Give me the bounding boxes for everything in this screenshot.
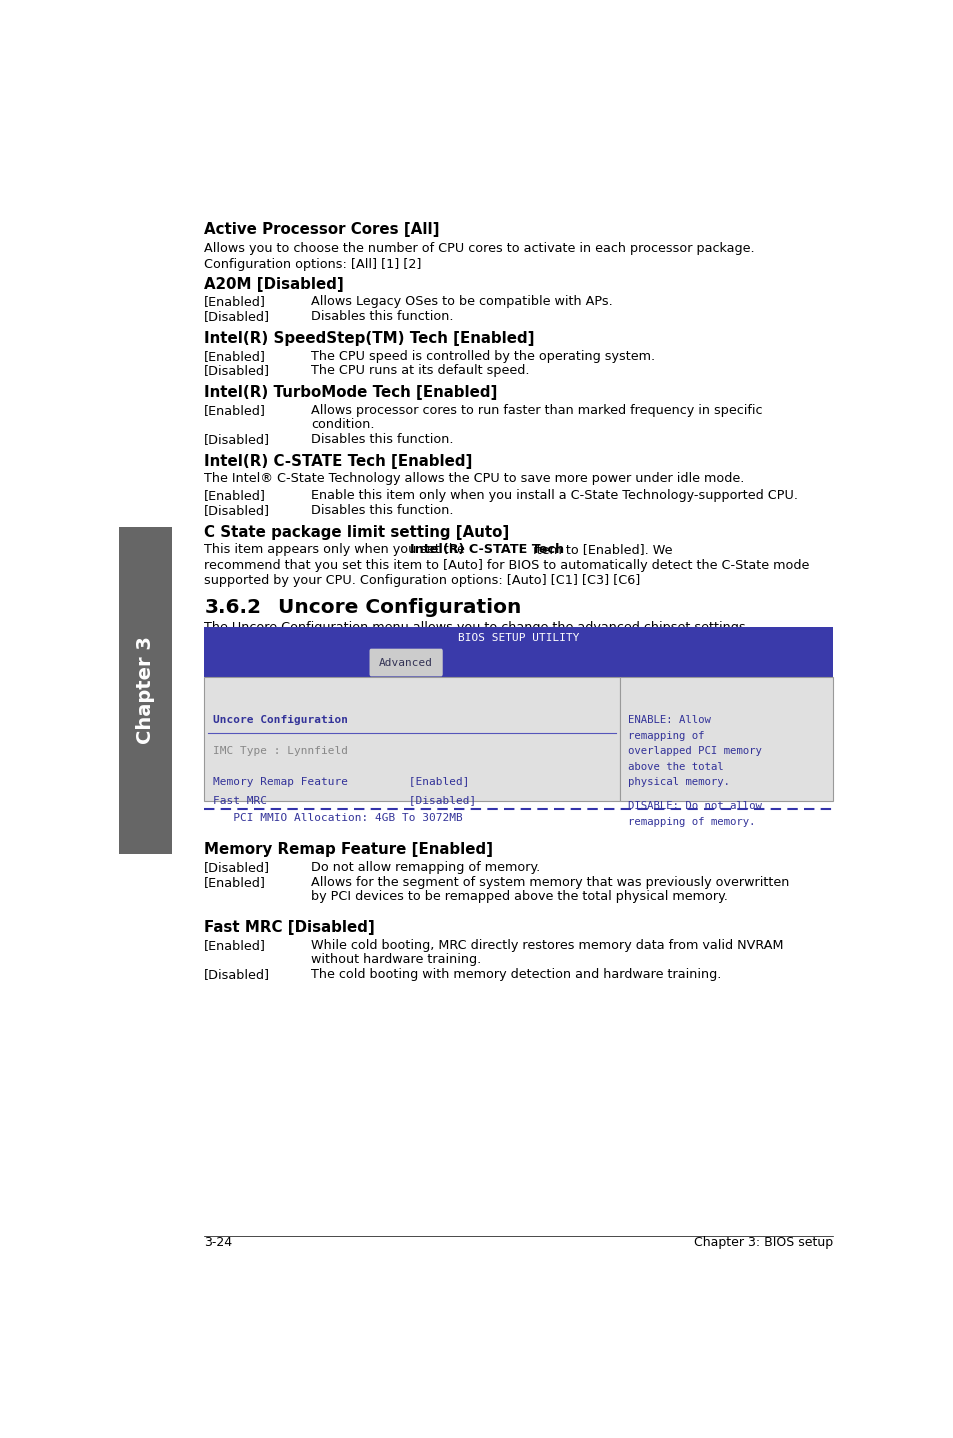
Text: Uncore Configuration: Uncore Configuration bbox=[213, 715, 348, 725]
Text: Chapter 3: BIOS setup: Chapter 3: BIOS setup bbox=[693, 1235, 832, 1248]
Text: [Disabled]: [Disabled] bbox=[204, 433, 270, 446]
Text: [Disabled]: [Disabled] bbox=[204, 968, 270, 981]
Text: supported by your CPU. Configuration options: [Auto] [C1] [C3] [C6]: supported by your CPU. Configuration opt… bbox=[204, 575, 639, 588]
Text: Fast MRC [Disabled]: Fast MRC [Disabled] bbox=[204, 920, 375, 935]
FancyBboxPatch shape bbox=[369, 649, 442, 676]
Text: Intel(R) C-STATE Tech: Intel(R) C-STATE Tech bbox=[409, 544, 563, 557]
Text: Memory Remap Feature         [Enabled]: Memory Remap Feature [Enabled] bbox=[213, 777, 469, 787]
Text: [Enabled]: [Enabled] bbox=[204, 404, 266, 417]
Bar bbox=[618, 677, 833, 801]
Text: [Enabled]: [Enabled] bbox=[204, 489, 266, 502]
Text: Uncore Configuration: Uncore Configuration bbox=[278, 598, 521, 617]
Text: recommend that you set this item to [Auto] for BIOS to automatically detect the : recommend that you set this item to [Aut… bbox=[204, 559, 809, 572]
Text: The cold booting with memory detection and hardware training.: The cold booting with memory detection a… bbox=[311, 968, 721, 981]
Text: Memory Remap Feature [Enabled]: Memory Remap Feature [Enabled] bbox=[204, 843, 493, 857]
Bar bbox=[119, 526, 172, 854]
Text: Allows you to choose the number of CPU cores to activate in each processor packa: Allows you to choose the number of CPU c… bbox=[204, 243, 754, 256]
Text: [Disabled]: [Disabled] bbox=[204, 309, 270, 324]
Text: Allows for the segment of system memory that was previously overwritten: Allows for the segment of system memory … bbox=[311, 876, 789, 889]
Text: Enable this item only when you install a C-State Technology-supported CPU.: Enable this item only when you install a… bbox=[311, 489, 798, 502]
Text: Intel(R) C-STATE Tech [Enabled]: Intel(R) C-STATE Tech [Enabled] bbox=[204, 454, 472, 469]
Text: The CPU speed is controlled by the operating system.: The CPU speed is controlled by the opera… bbox=[311, 349, 655, 362]
Text: [Enabled]: [Enabled] bbox=[204, 876, 266, 889]
Text: without hardware training.: without hardware training. bbox=[311, 953, 481, 966]
Text: Allows processor cores to run faster than marked frequency in specific: Allows processor cores to run faster tha… bbox=[311, 404, 762, 417]
Text: by PCI devices to be remapped above the total physical memory.: by PCI devices to be remapped above the … bbox=[311, 890, 727, 903]
Text: Intel(R) SpeedStep(TM) Tech [Enabled]: Intel(R) SpeedStep(TM) Tech [Enabled] bbox=[204, 331, 535, 347]
Text: 3.6.2: 3.6.2 bbox=[204, 598, 261, 617]
Text: A20M [Disabled]: A20M [Disabled] bbox=[204, 276, 344, 292]
Bar bbox=[204, 677, 618, 801]
Text: item to [Enabled]. We: item to [Enabled]. We bbox=[529, 544, 672, 557]
Text: Disables this function.: Disables this function. bbox=[311, 503, 454, 516]
Text: The CPU runs at its default speed.: The CPU runs at its default speed. bbox=[311, 364, 530, 377]
Text: PCI MMIO Allocation: 4GB To 3072MB: PCI MMIO Allocation: 4GB To 3072MB bbox=[213, 812, 462, 823]
Text: Allows Legacy OSes to be compatible with APs.: Allows Legacy OSes to be compatible with… bbox=[311, 295, 613, 309]
Text: Do not allow remapping of memory.: Do not allow remapping of memory. bbox=[311, 861, 540, 874]
Text: C State package limit setting [Auto]: C State package limit setting [Auto] bbox=[204, 525, 509, 539]
Text: [Enabled]: [Enabled] bbox=[204, 295, 266, 309]
Text: [Disabled]: [Disabled] bbox=[204, 861, 270, 874]
Text: remapping of: remapping of bbox=[628, 731, 704, 741]
Text: condition.: condition. bbox=[311, 418, 375, 431]
Text: Chapter 3: Chapter 3 bbox=[136, 636, 155, 743]
Text: [Disabled]: [Disabled] bbox=[204, 364, 270, 377]
Text: Advanced: Advanced bbox=[378, 659, 433, 669]
Text: [Enabled]: [Enabled] bbox=[204, 939, 266, 952]
Text: overlapped PCI memory: overlapped PCI memory bbox=[628, 746, 761, 756]
Bar bbox=[204, 649, 833, 677]
Text: Disables this function.: Disables this function. bbox=[311, 433, 454, 446]
Text: DISABLE: Do not allow: DISABLE: Do not allow bbox=[628, 801, 761, 811]
Text: Fast MRC                     [Disabled]: Fast MRC [Disabled] bbox=[213, 795, 476, 805]
Text: Configuration options: [All] [1] [2]: Configuration options: [All] [1] [2] bbox=[204, 257, 421, 270]
Text: Intel(R) TurboMode Tech [Enabled]: Intel(R) TurboMode Tech [Enabled] bbox=[204, 385, 497, 400]
Text: above the total: above the total bbox=[628, 762, 723, 772]
Text: BIOS SETUP UTILITY: BIOS SETUP UTILITY bbox=[457, 633, 579, 643]
Text: The Uncore Configuration menu allows you to change the advanced chipset settings: The Uncore Configuration menu allows you… bbox=[204, 621, 749, 634]
Text: 3-24: 3-24 bbox=[204, 1235, 233, 1248]
Text: While cold booting, MRC directly restores memory data from valid NVRAM: While cold booting, MRC directly restore… bbox=[311, 939, 783, 952]
Text: [Disabled]: [Disabled] bbox=[204, 503, 270, 516]
Text: Active Processor Cores [All]: Active Processor Cores [All] bbox=[204, 223, 439, 237]
Text: The Intel® C-State Technology allows the CPU to save more power under idle mode.: The Intel® C-State Technology allows the… bbox=[204, 472, 744, 485]
Bar bbox=[204, 627, 833, 649]
Text: Disables this function.: Disables this function. bbox=[311, 309, 454, 324]
Text: ENABLE: Allow: ENABLE: Allow bbox=[628, 715, 711, 725]
Text: remapping of memory.: remapping of memory. bbox=[628, 817, 755, 827]
Text: physical memory.: physical memory. bbox=[628, 777, 730, 787]
Text: This item appears only when you set the: This item appears only when you set the bbox=[204, 544, 469, 557]
Text: [Enabled]: [Enabled] bbox=[204, 349, 266, 362]
Text: IMC Type : Lynnfield: IMC Type : Lynnfield bbox=[213, 746, 348, 756]
